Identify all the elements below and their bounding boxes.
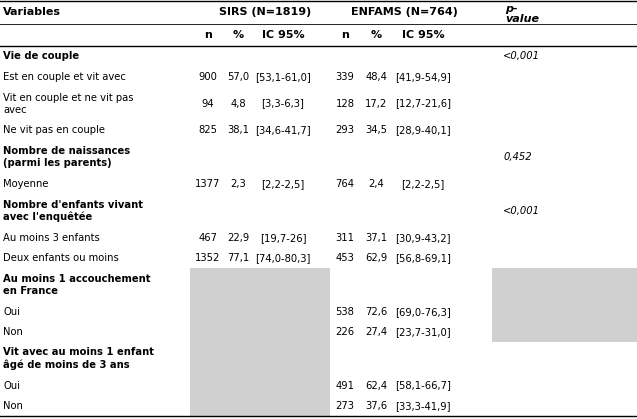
Text: <0,001: <0,001 — [503, 52, 540, 62]
Text: 57,0: 57,0 — [227, 72, 249, 82]
Text: value: value — [505, 14, 539, 24]
Text: ENFAMS (N=764): ENFAMS (N=764) — [350, 7, 457, 17]
Text: Vit avec au moins 1 enfant
âgé de moins de 3 ans: Vit avec au moins 1 enfant âgé de moins … — [3, 347, 154, 370]
Text: Non: Non — [3, 327, 23, 337]
Text: 453: 453 — [336, 253, 354, 263]
Text: Est en couple et vit avec: Est en couple et vit avec — [3, 72, 126, 82]
Text: 467: 467 — [199, 233, 217, 243]
Text: 128: 128 — [336, 98, 355, 109]
Text: 1352: 1352 — [196, 253, 220, 263]
Text: 48,4: 48,4 — [365, 72, 387, 82]
Text: [2,2-2,5]: [2,2-2,5] — [401, 179, 445, 189]
Text: 94: 94 — [202, 98, 214, 109]
Text: [58,1-66,7]: [58,1-66,7] — [395, 380, 451, 391]
Text: [12,7-21,6]: [12,7-21,6] — [395, 98, 451, 109]
Text: [56,8-69,1]: [56,8-69,1] — [395, 253, 451, 263]
Text: 37,6: 37,6 — [365, 401, 387, 411]
Text: %: % — [371, 30, 382, 40]
Text: 273: 273 — [336, 401, 355, 411]
Text: 72,6: 72,6 — [365, 307, 387, 317]
Text: 339: 339 — [336, 72, 354, 82]
Bar — [190, 375, 330, 396]
Text: IC 95%: IC 95% — [402, 30, 445, 40]
Text: Ne vit pas en couple: Ne vit pas en couple — [3, 125, 105, 135]
Text: [34,6-41,7]: [34,6-41,7] — [255, 125, 311, 135]
Text: 900: 900 — [199, 72, 217, 82]
Text: Vie de couple: Vie de couple — [3, 52, 79, 62]
Text: <0,001: <0,001 — [503, 206, 540, 216]
Bar — [190, 268, 330, 302]
Bar — [190, 322, 330, 342]
Text: 311: 311 — [336, 233, 355, 243]
Bar — [190, 302, 330, 322]
Text: 62,9: 62,9 — [365, 253, 387, 263]
Bar — [492, 322, 637, 342]
Text: [30,9-43,2]: [30,9-43,2] — [395, 233, 451, 243]
Text: 4,8: 4,8 — [230, 98, 246, 109]
Text: 226: 226 — [336, 327, 355, 337]
Text: 764: 764 — [336, 179, 355, 189]
Text: %: % — [233, 30, 243, 40]
Text: 17,2: 17,2 — [365, 98, 387, 109]
Text: 34,5: 34,5 — [365, 125, 387, 135]
Text: [69,0-76,3]: [69,0-76,3] — [395, 307, 451, 317]
Text: n: n — [341, 30, 349, 40]
Text: Au moins 3 enfants: Au moins 3 enfants — [3, 233, 100, 243]
Text: 77,1: 77,1 — [227, 253, 249, 263]
Text: 37,1: 37,1 — [365, 233, 387, 243]
Text: 0,452: 0,452 — [503, 152, 532, 162]
Text: [74,0-80,3]: [74,0-80,3] — [255, 253, 311, 263]
Text: [41,9-54,9]: [41,9-54,9] — [395, 72, 451, 82]
Text: Variables: Variables — [3, 7, 61, 17]
Text: [53,1-61,0]: [53,1-61,0] — [255, 72, 311, 82]
Text: 491: 491 — [336, 380, 355, 391]
Bar — [492, 268, 637, 302]
Text: [3,3-6,3]: [3,3-6,3] — [262, 98, 304, 109]
Text: n: n — [204, 30, 212, 40]
Text: [28,9-40,1]: [28,9-40,1] — [395, 125, 451, 135]
Text: Oui: Oui — [3, 307, 20, 317]
Text: [23,7-31,0]: [23,7-31,0] — [395, 327, 451, 337]
Text: [2,2-2,5]: [2,2-2,5] — [261, 179, 304, 189]
Text: 2,3: 2,3 — [230, 179, 246, 189]
Text: Non: Non — [3, 401, 23, 411]
Text: Moyenne: Moyenne — [3, 179, 48, 189]
Text: 27,4: 27,4 — [365, 327, 387, 337]
Text: Nombre de naissances
(parmi les parents): Nombre de naissances (parmi les parents) — [3, 146, 130, 168]
Text: 22,9: 22,9 — [227, 233, 249, 243]
Text: [33,3-41,9]: [33,3-41,9] — [395, 401, 451, 411]
Bar — [190, 396, 330, 416]
Text: [19,7-26]: [19,7-26] — [260, 233, 306, 243]
Text: Au moins 1 accouchement
en France: Au moins 1 accouchement en France — [3, 274, 150, 296]
Bar — [492, 302, 637, 322]
Text: Vit en couple et ne vit pas
avec: Vit en couple et ne vit pas avec — [3, 93, 134, 114]
Text: 825: 825 — [199, 125, 217, 135]
Text: 538: 538 — [336, 307, 354, 317]
Bar — [190, 342, 330, 375]
Text: SIRS (N=1819): SIRS (N=1819) — [219, 7, 311, 17]
Text: 62,4: 62,4 — [365, 380, 387, 391]
Text: p-: p- — [505, 4, 518, 14]
Text: 38,1: 38,1 — [227, 125, 249, 135]
Text: Oui: Oui — [3, 380, 20, 391]
Text: IC 95%: IC 95% — [262, 30, 304, 40]
Text: 2,4: 2,4 — [368, 179, 384, 189]
Text: 1377: 1377 — [196, 179, 220, 189]
Text: Nombre d'enfants vivant
avec l'enquêtée: Nombre d'enfants vivant avec l'enquêtée — [3, 199, 143, 222]
Text: Deux enfants ou moins: Deux enfants ou moins — [3, 253, 118, 263]
Text: 293: 293 — [336, 125, 355, 135]
